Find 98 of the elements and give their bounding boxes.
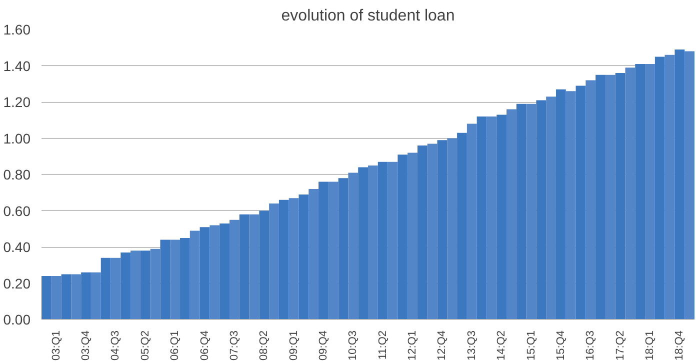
bar xyxy=(160,240,170,320)
bar xyxy=(556,89,566,320)
x-tick-label: 06:Q4 xyxy=(198,330,211,360)
x-tick-label: 18:Q4 xyxy=(674,330,686,360)
bar xyxy=(269,204,279,320)
bar xyxy=(90,272,101,320)
bar xyxy=(229,220,240,320)
bar xyxy=(664,54,675,320)
bar xyxy=(427,144,438,320)
bar xyxy=(170,240,180,320)
bar xyxy=(506,109,516,320)
bar xyxy=(674,49,685,320)
bar xyxy=(220,223,230,320)
bar xyxy=(684,51,694,320)
x-tick-label: 05:Q2 xyxy=(139,330,152,360)
bar xyxy=(348,172,358,320)
x-tick-label: 17:Q2 xyxy=(614,330,626,360)
bar xyxy=(288,198,299,320)
x-tick-label: 16:Q3 xyxy=(584,330,597,360)
bar xyxy=(110,258,121,320)
bar xyxy=(51,276,62,320)
bar xyxy=(298,194,309,320)
x-tick-label: 12:Q4 xyxy=(436,330,448,360)
bar xyxy=(100,258,111,320)
bar xyxy=(278,200,289,320)
bar xyxy=(140,250,150,320)
x-tick-label: 07:Q3 xyxy=(228,330,240,360)
bar xyxy=(42,276,52,320)
x-tick-label: 11:Q2 xyxy=(376,330,389,360)
bar xyxy=(546,96,556,320)
bar xyxy=(180,238,190,320)
bar xyxy=(388,162,398,320)
bar xyxy=(466,124,477,320)
bar xyxy=(645,64,655,320)
bar xyxy=(625,68,636,320)
bar xyxy=(586,80,596,320)
y-tick-label: 0.40 xyxy=(3,239,31,255)
bar xyxy=(566,91,576,320)
x-tick-label: 15:Q1 xyxy=(525,330,538,360)
bar xyxy=(338,178,348,320)
x-tick-label: 14:Q2 xyxy=(496,330,508,360)
y-tick-label: 0.60 xyxy=(3,202,31,219)
x-tick-label: 10:Q3 xyxy=(347,330,360,360)
x-tick-label: 15:Q4 xyxy=(554,330,567,360)
bar xyxy=(190,230,200,320)
bar xyxy=(71,274,82,320)
bar xyxy=(447,138,458,320)
bar xyxy=(536,100,546,320)
y-tick-label: 0.20 xyxy=(3,275,31,292)
bar xyxy=(437,140,448,320)
x-tick-label: 18:Q1 xyxy=(644,330,656,360)
y-tick-label: 1.60 xyxy=(3,22,31,38)
chart-title: evolution of student loan xyxy=(281,8,455,24)
bar xyxy=(358,167,368,320)
x-tick-label: 13:Q3 xyxy=(466,330,478,360)
y-tick-label: 1.00 xyxy=(3,130,31,146)
bar xyxy=(398,154,408,320)
bar xyxy=(210,225,220,320)
bar xyxy=(259,210,270,320)
x-tick-label: 03:Q1 xyxy=(50,330,62,360)
bar xyxy=(328,182,338,320)
x-tick-label: 09:Q1 xyxy=(288,330,300,360)
y-tick-label: 1.20 xyxy=(3,94,31,110)
x-tick-label: 06:Q1 xyxy=(169,330,182,360)
bar xyxy=(120,252,131,320)
bar xyxy=(635,64,646,320)
x-tick-label: 04:Q3 xyxy=(110,330,122,360)
bar xyxy=(417,146,428,320)
bar xyxy=(130,250,140,320)
bar xyxy=(378,162,388,320)
bar xyxy=(576,86,586,320)
y-tick-label: 0.00 xyxy=(3,312,31,328)
bar xyxy=(318,182,328,320)
y-tick-label: 1.40 xyxy=(3,58,31,74)
x-tick-label: 03:Q4 xyxy=(80,330,92,360)
bar xyxy=(308,189,319,320)
bar xyxy=(486,116,497,320)
bar xyxy=(239,214,250,320)
bar xyxy=(615,73,626,320)
x-tick-label: 08:Q2 xyxy=(258,330,270,360)
bar xyxy=(605,74,616,320)
bar xyxy=(408,152,418,320)
bar xyxy=(516,104,526,320)
bar xyxy=(654,56,665,320)
bar xyxy=(496,114,507,320)
bar xyxy=(476,116,487,320)
bar xyxy=(596,74,606,320)
x-tick-label: 09:Q4 xyxy=(317,330,330,360)
bar xyxy=(150,248,160,320)
x-tick-label: 12:Q1 xyxy=(406,330,419,360)
bar xyxy=(200,227,210,320)
bar xyxy=(526,104,536,320)
bar xyxy=(457,132,467,320)
y-tick-label: 0.80 xyxy=(3,166,31,182)
bar xyxy=(61,274,72,320)
bar xyxy=(81,272,91,320)
bar xyxy=(249,214,260,320)
bar xyxy=(368,165,378,320)
